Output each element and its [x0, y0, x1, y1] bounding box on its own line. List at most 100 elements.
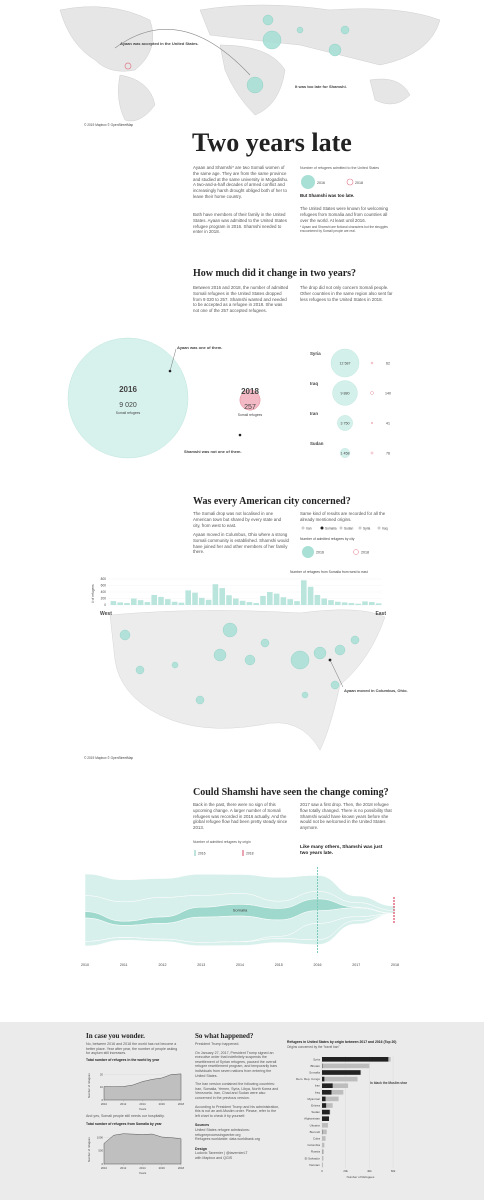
- bar: [375, 603, 382, 605]
- country-value: 76: [386, 452, 390, 456]
- bar: [322, 1063, 370, 1069]
- paragraph: with Mapbox and QGIS: [195, 1155, 233, 1160]
- x-tick-label: 2010: [81, 963, 89, 967]
- legend-label: 2018: [355, 181, 363, 185]
- bar: [124, 603, 130, 605]
- country-bubble: [330, 348, 360, 378]
- bar: [322, 1070, 361, 1075]
- paragraph: The United States were known for welcomi…: [300, 206, 389, 223]
- bar: [322, 1149, 324, 1154]
- x-tick-label: 2016: [159, 1166, 166, 1170]
- x-tick-label: 2014: [139, 1166, 146, 1170]
- bar: [322, 1103, 327, 1108]
- bar: [314, 594, 321, 605]
- x-tick-label: 2013: [197, 963, 205, 967]
- bubble: [67, 337, 189, 459]
- paragraph: The Somali drop was not localised in one…: [193, 511, 282, 528]
- bar: [322, 1109, 330, 1115]
- y-tick-label: Eritrea: [311, 1104, 320, 1108]
- subheading: Sources: [195, 1123, 210, 1128]
- chart-title: Total number of refugees in the world by…: [86, 1058, 160, 1062]
- x-tick-label: 2011: [120, 963, 128, 967]
- axis-label: Number of Refugees: [347, 1175, 375, 1179]
- bar: [260, 595, 266, 605]
- bar: [322, 1076, 358, 1082]
- chart-title: Refugees in United States by origin betw…: [287, 1040, 397, 1044]
- annotation: Ayaan was one of them.: [177, 345, 222, 350]
- bar: [322, 1116, 329, 1121]
- x-tick-label: 2014: [139, 1102, 146, 1106]
- y-tick-label: Myanmar: [307, 1097, 320, 1101]
- bar: [226, 595, 232, 605]
- legend-label: Iran: [306, 526, 312, 530]
- map-annotation: It was too late for Shamshi.: [295, 84, 347, 89]
- bar: [321, 598, 327, 605]
- country-value: 140: [385, 392, 391, 396]
- y-tick-label: 10: [100, 1085, 104, 1089]
- x-tick-label: 2018: [178, 1166, 185, 1170]
- area-chart: 0 500 1000 2010 2012 2014 2016 2018 Number of re…: [87, 1133, 185, 1175]
- country-bubble: [370, 361, 374, 365]
- annotation: Ayaan moved in Columbus, Ohio.: [344, 688, 408, 693]
- bar: [280, 597, 287, 605]
- legend-swatch: [377, 526, 381, 530]
- note: * Ayaan and Shamshi are fictional charac…: [300, 225, 388, 234]
- highlight: Like many others, Shamshi was just two y…: [300, 845, 383, 856]
- bar: [239, 600, 246, 605]
- bar: [322, 1096, 339, 1102]
- country-bubble: [332, 380, 358, 406]
- heading: Could Shamshi have seen the change comin…: [193, 787, 389, 798]
- y-tick-label: 0: [104, 603, 106, 607]
- bar: [322, 1103, 333, 1108]
- x-tick-label: 2012: [120, 1166, 127, 1170]
- legend-label: 2016: [317, 181, 325, 185]
- bar: [233, 598, 239, 605]
- bar: [110, 601, 117, 605]
- y-tick-label: 500: [98, 1149, 103, 1153]
- legend-label: 2018: [361, 551, 369, 555]
- bar: [273, 593, 280, 605]
- country-bubble: [337, 415, 353, 431]
- y-tick-label: 20: [100, 1072, 104, 1076]
- y-tick-label: Sudan: [311, 1110, 320, 1114]
- bar: [205, 599, 212, 605]
- area: [103, 1133, 182, 1165]
- legend-swatch: [320, 526, 324, 530]
- y-tick-label: El Salvador: [305, 1156, 320, 1160]
- axis-label: Number of refugees: [87, 1137, 91, 1162]
- legend-label: Iraq: [382, 526, 388, 530]
- heading: In case you wonder.: [86, 1032, 145, 1040]
- paragraph: Same kind of results are recorded for al…: [300, 511, 386, 522]
- legend-swatch: [353, 549, 359, 555]
- paragraph: 2017 saw a first drop. Then, the 2018 re…: [300, 802, 392, 831]
- country-bubble: [371, 422, 373, 424]
- bar: [322, 1096, 326, 1102]
- bar: [322, 1090, 332, 1095]
- country-value: 12 587: [340, 362, 351, 366]
- bar: [199, 597, 205, 605]
- world-map: Ayaan was accepted in the United States.…: [59, 4, 441, 127]
- country-bubble: [340, 448, 350, 458]
- y-tick-label: Colombia: [307, 1143, 320, 1147]
- y-tick-label: 400: [101, 590, 107, 594]
- bar: [219, 588, 225, 605]
- y-tick-label: Iraq: [315, 1090, 321, 1094]
- city-chart: Number of refugees from Somalia from wes…: [84, 570, 408, 760]
- bubble-unit: Somali refugees: [238, 413, 263, 417]
- bar: [171, 601, 178, 605]
- y-tick-label: Cuba: [313, 1137, 321, 1141]
- bar: [322, 1083, 333, 1088]
- direction-label: East: [375, 611, 386, 617]
- paragraph: Back in the past, there were no sign of …: [193, 802, 288, 831]
- x-tick-label: 2018: [391, 963, 399, 967]
- direction-label: West: [100, 611, 112, 617]
- legend-swatch: [302, 546, 314, 558]
- stream: [84, 913, 396, 947]
- map-credit: © 2019 Mapbox © OpenStreetMap: [84, 123, 133, 127]
- legend-swatch: [346, 178, 354, 186]
- paragraph: On January 27, 2017, President Trump sig…: [195, 1050, 278, 1078]
- x-tick-label: 2012: [120, 1102, 127, 1106]
- bar: [192, 592, 198, 605]
- bar: [212, 584, 219, 605]
- x-tick-label: 2015: [275, 963, 283, 967]
